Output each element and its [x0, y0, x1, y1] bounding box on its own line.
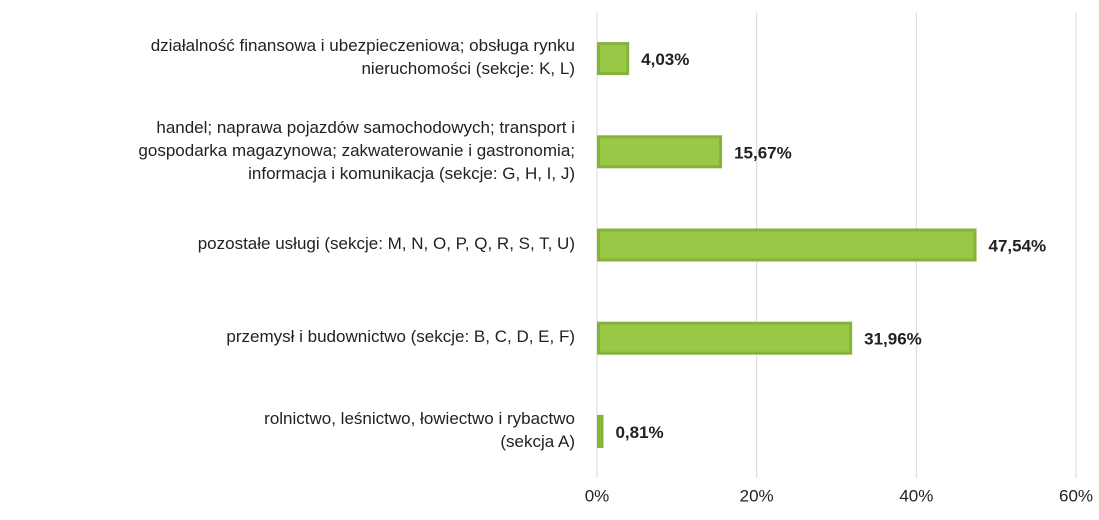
y-tick-label: rolnictwo, leśnictwo, łowiectwo i rybact… [264, 409, 575, 451]
y-tick-label: handel; naprawa pojazdów samochodowych; … [138, 118, 575, 183]
label-line: gospodarka magazynowa; zakwaterowanie i … [138, 141, 575, 160]
label-line: pozostałe usługi (sekcje: M, N, O, P, Q,… [198, 234, 575, 253]
label-line: rolnictwo, leśnictwo, łowiectwo i rybact… [264, 409, 575, 428]
y-tick-label: działalność finansowa i ubezpieczeniowa;… [151, 37, 575, 79]
label-line: handel; naprawa pojazdów samochodowych; … [156, 118, 575, 137]
x-tick-label: 60% [1059, 486, 1093, 505]
y-tick-label: przemysł i budownictwo (sekcje: B, C, D,… [226, 328, 575, 347]
label-line: informacja i komunikacja (sekcje: G, H, … [248, 164, 575, 183]
x-tick-label: 40% [899, 486, 933, 505]
value-label: 31,96% [864, 330, 922, 349]
bar [597, 135, 723, 169]
value-label: 47,54% [989, 236, 1047, 255]
y-tick-label: pozostałe usługi (sekcje: M, N, O, P, Q,… [198, 234, 575, 253]
x-tick-label: 0% [585, 486, 610, 505]
bar [597, 228, 977, 262]
value-label: 4,03% [641, 50, 689, 69]
value-label: 0,81% [615, 423, 663, 442]
bar [597, 321, 853, 355]
label-line: działalność finansowa i ubezpieczeniowa;… [151, 37, 575, 56]
bar [597, 42, 630, 76]
label-line: (sekcja A) [500, 432, 575, 451]
label-line: nieruchomości (sekcje: K, L) [361, 60, 575, 79]
value-label: 15,67% [734, 143, 792, 162]
x-tick-label: 20% [740, 486, 774, 505]
label-line: przemysł i budownictwo (sekcje: B, C, D,… [226, 328, 575, 347]
bar [597, 414, 604, 448]
